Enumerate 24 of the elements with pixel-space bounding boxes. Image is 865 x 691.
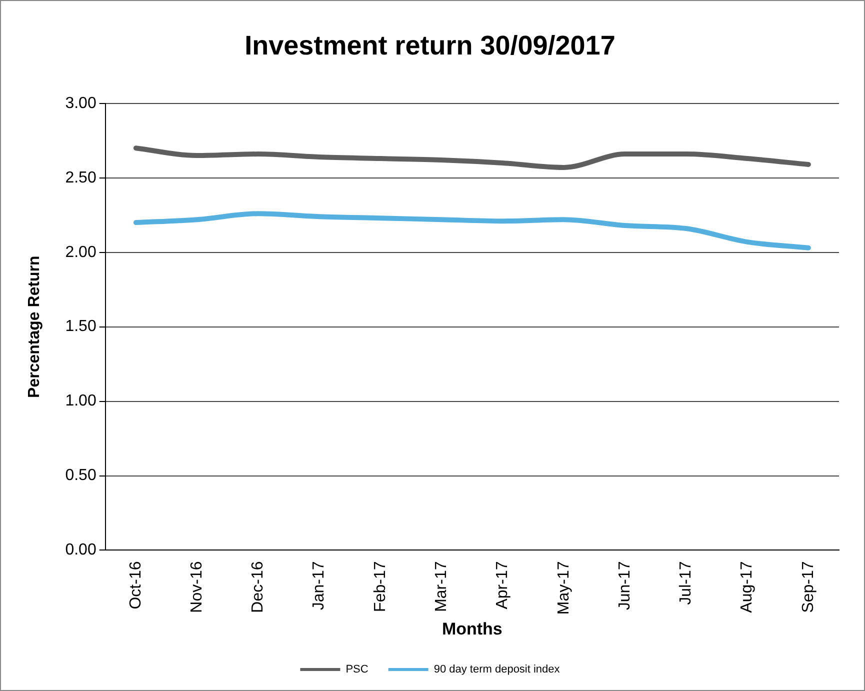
x-tick-label: Jun-17 <box>616 561 634 610</box>
x-axis-title: Months <box>442 619 502 638</box>
y-tick-label: 2.00 <box>65 244 96 261</box>
x-tick-label: Dec-16 <box>250 561 267 613</box>
x-tick-label: May-17 <box>555 561 572 615</box>
x-tick-label: Apr-17 <box>494 561 512 610</box>
x-tick-label: Sep-17 <box>800 561 817 613</box>
x-tick-label: Oct-16 <box>127 561 144 610</box>
y-axis-title: Percentage Return <box>26 256 44 398</box>
y-tick-label: 1.00 <box>65 392 96 410</box>
y-tick-label: 1.50 <box>65 318 96 336</box>
x-tick-label: Mar-17 <box>433 561 450 612</box>
x-tick-label: Feb-17 <box>372 561 389 612</box>
y-tick-label: 3.00 <box>65 94 96 112</box>
y-tick-label: 0.00 <box>65 542 96 559</box>
chart-title: Investment return 30/09/2017 <box>244 30 616 61</box>
y-tick-label: 2.50 <box>65 169 96 186</box>
y-tick-label: 0.50 <box>65 467 96 484</box>
x-tick-label: Nov-16 <box>188 561 206 613</box>
legend-label: PSC <box>346 664 368 676</box>
x-tick-label: Aug-17 <box>738 561 756 613</box>
legend-label: 90 day term deposit index <box>434 664 560 676</box>
x-tick-label: Jul-17 <box>678 561 695 605</box>
x-tick-label: Jan-17 <box>310 561 328 610</box>
